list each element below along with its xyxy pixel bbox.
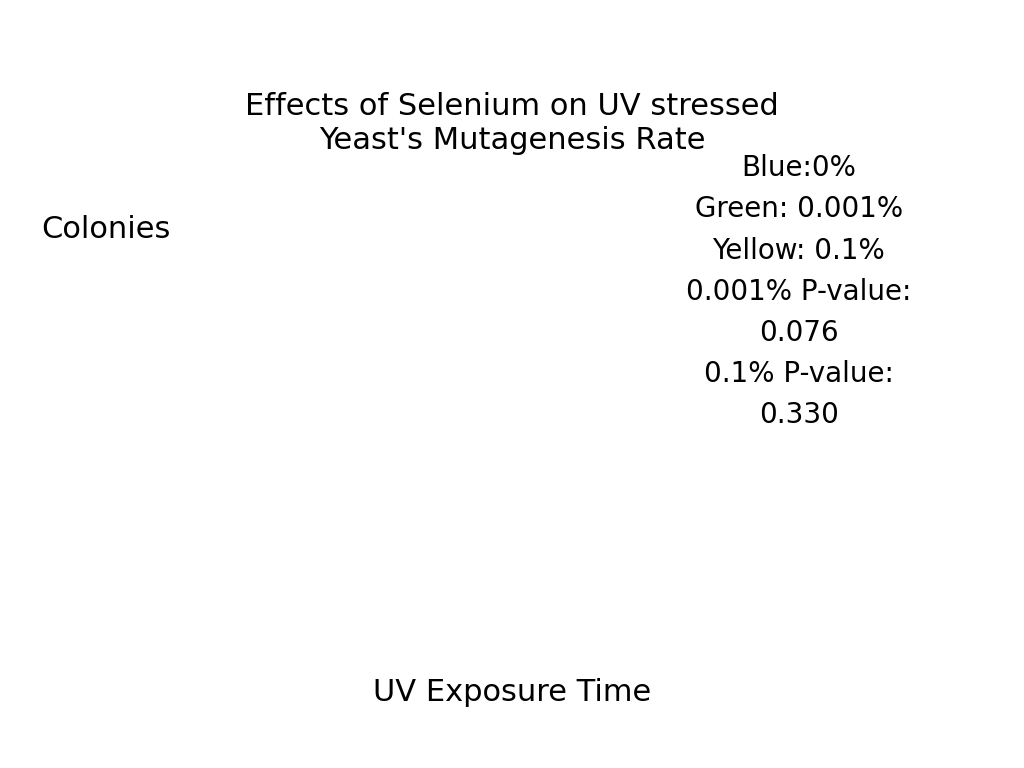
Text: Colonies: Colonies	[41, 215, 170, 244]
Text: Effects of Selenium on UV stressed
Yeast's Mutagenesis Rate: Effects of Selenium on UV stressed Yeast…	[245, 92, 779, 155]
Text: Blue:0%
Green: 0.001%
Yellow: 0.1%
0.001% P-value:
0.076
0.1% P-value:
0.330: Blue:0% Green: 0.001% Yellow: 0.1% 0.001…	[686, 154, 911, 429]
Text: UV Exposure Time: UV Exposure Time	[373, 677, 651, 707]
